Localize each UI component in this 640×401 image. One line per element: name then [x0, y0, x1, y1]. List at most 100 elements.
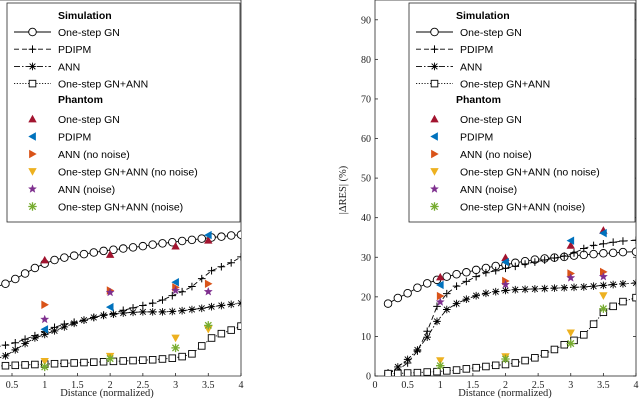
left-point-one-step-gn-ann: [129, 356, 137, 365]
right-point-one-step-gn-ann: [580, 331, 588, 339]
left-point-one-step-gn-ann: [1, 361, 10, 370]
right-point-one-step-gn-ann: [619, 297, 627, 306]
right-point-one-step-gn-ann: [403, 369, 412, 376]
right-point-ann: [521, 285, 529, 294]
left-point-ann: [80, 316, 88, 324]
right-phantom-pdipm: [566, 236, 575, 245]
right-point-pdipm: [462, 277, 471, 286]
left-legend-phantom-items: One-step GN PDIPM ANN (no noise) One-step G…: [27, 114, 198, 214]
left-point-one-step-gn: [69, 251, 79, 260]
left-point-pdipm: [207, 266, 216, 275]
left-point-one-step-gn-ann: [158, 355, 167, 363]
right-legend-label-phantom-ann-no-noise: ANN (no noise): [460, 149, 532, 161]
left-xtick-label: 1.5: [71, 380, 84, 391]
left-point-one-step-gn: [79, 249, 89, 259]
right-ytick-label: 60: [361, 134, 371, 145]
left-legend-label-phantom-pdipm: PDIPM: [58, 132, 91, 144]
right-phantom-one-step-gn-ann-no-noise: [566, 329, 575, 338]
left-point-one-step-gn: [30, 263, 40, 273]
right-legend-marker-phantom-ann-no-noise: [431, 149, 439, 159]
right-xtick-label: 0.5: [401, 380, 414, 391]
right-point-one-step-gn-ann: [632, 293, 636, 302]
right-point-one-step-gn-ann: [531, 354, 539, 362]
left-point-ann: [188, 305, 196, 314]
right-phantom-ann-no-noise: [600, 267, 608, 277]
right-ytick-label: 70: [361, 94, 371, 105]
right-point-ann: [550, 284, 559, 292]
left-point-one-step-gn-ann: [31, 360, 39, 369]
left-phantom-pdipm: [204, 230, 212, 240]
left-legend-marker-pdipm: [28, 45, 37, 53]
right-phantom-one-step-gn-ann-no-noise: [599, 292, 608, 300]
left-phantom-ann-noise: [40, 314, 50, 324]
left-legend-label-one-step-gn: One-step GN: [58, 27, 120, 39]
right-point-pdipm: [632, 236, 636, 245]
left-point-pdipm: [237, 253, 241, 261]
right-point-one-step-gn: [413, 283, 422, 292]
left-point-ann: [60, 323, 69, 331]
left-legend-label-one-step-gn-ann: One-step GN+ANN: [58, 79, 148, 91]
right-point-one-step-gn-ann: [413, 368, 422, 376]
right-phantom-one-step-gn-ann-noise: [599, 304, 608, 313]
right-point-pdipm: [589, 241, 598, 250]
left-x-ticks: 0.5 1 1.5 2 2.5 3 3.5 4: [6, 373, 244, 391]
right-point-one-step-gn-ann: [452, 366, 461, 374]
right-phantom-ann-no-noise: [436, 291, 445, 301]
left-point-ann: [217, 301, 226, 310]
left-point-ann: [227, 300, 235, 309]
right-y-axis-title: |ΔRES| (%): [338, 165, 349, 214]
right-point-one-step-gn-ann: [540, 350, 549, 358]
left-legend-marker-ann: [28, 62, 37, 71]
right-point-ann: [462, 295, 471, 304]
left-point-one-step-gn: [187, 235, 197, 245]
left-point-ann: [197, 304, 206, 313]
right-ytick-label: 80: [361, 55, 371, 66]
left-point-pdipm: [11, 338, 20, 347]
right-legend-label-phantom-ann-noise: ANN (noise): [460, 184, 517, 196]
right-point-one-step-gn: [589, 249, 598, 259]
left-point-one-step-gn-ann: [237, 322, 241, 330]
left-point-ann: [31, 334, 39, 342]
left-point-one-step-gn: [138, 241, 148, 251]
right-point-one-step-gn-ann: [394, 369, 402, 376]
right-point-pdipm: [442, 289, 451, 298]
left-point-ann: [70, 319, 78, 328]
left-phantom-one-step-gn-ann-no-noise: [40, 357, 49, 366]
right-point-one-step-gn-ann: [589, 320, 598, 328]
right-legend-marker-phantom-one-step-gn-ann-noise: [430, 202, 439, 211]
right-point-ann: [491, 287, 500, 296]
left-point-one-step-gn-ann: [119, 357, 127, 365]
right-series-pdipm: [387, 239, 636, 374]
left-legend-phantom-title: Phantom: [58, 94, 103, 106]
right-ytick-label: 50: [361, 174, 371, 185]
right-point-pdipm: [580, 244, 588, 253]
left-legend-marker-phantom-ann-noise: [27, 184, 38, 193]
right-point-ann: [589, 282, 598, 290]
right-phantom-one-step-gn-ann-noise: [501, 354, 510, 364]
right-point-one-step-gn-ann: [423, 368, 431, 376]
right-point-one-step-gn: [618, 247, 628, 257]
right-legend-label-pdipm: PDIPM: [460, 44, 493, 56]
left-point-one-step-gn-ann: [60, 359, 69, 368]
left-point-pdipm: [178, 287, 186, 296]
right-point-ann: [403, 355, 412, 364]
right-point-pdipm: [531, 258, 539, 266]
right-point-pdipm: [511, 262, 520, 271]
left-phantom-one-step-gn: [204, 236, 213, 244]
right-point-one-step-gn-ann: [384, 369, 392, 376]
right-legend-label-phantom-pdipm: PDIPM: [460, 132, 493, 144]
left-point-one-step-gn-ann: [80, 358, 88, 367]
right-point-ann: [394, 363, 402, 371]
right-ytick-label: 0: [366, 372, 371, 383]
right-point-ann: [609, 280, 617, 289]
left-legend-label-pdipm: PDIPM: [58, 44, 91, 56]
left-series-pdipm: [0, 256, 241, 347]
left-phantom-one-step-gn-ann-noise: [171, 343, 180, 353]
left-point-one-step-gn-ann: [99, 358, 108, 366]
right-legend-marker-ann: [430, 62, 439, 71]
left-point-one-step-gn: [118, 244, 128, 253]
right-phantom-ann-noise: [598, 271, 608, 281]
